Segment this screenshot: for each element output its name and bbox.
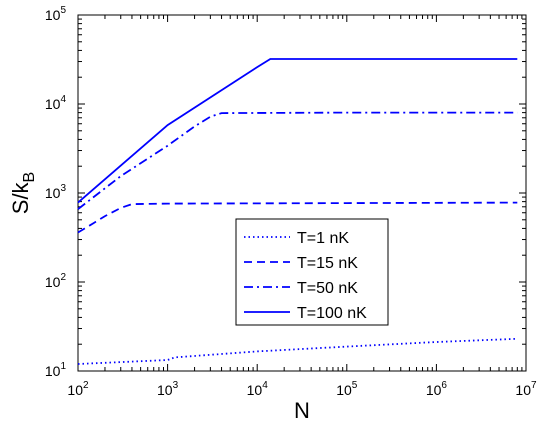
x-tick-label: 103 xyxy=(157,380,179,398)
series-line-t-50-nk xyxy=(77,111,518,210)
y-tick-label: 101 xyxy=(45,361,67,379)
x-tick-label: 105 xyxy=(336,380,358,398)
legend-label-t-100-nk: T=100 nK xyxy=(297,305,367,322)
x-tick-label: 102 xyxy=(67,380,89,398)
legend-label-t-1-nk: T=1 nK xyxy=(297,230,349,247)
x-tick-label: 107 xyxy=(515,380,537,398)
y-tick-label: 104 xyxy=(45,94,67,112)
legend-box xyxy=(235,218,389,326)
legend: T=1 nK T=15 nK T=50 nK T=100 nK xyxy=(235,218,389,326)
y-tick-label: 105 xyxy=(45,5,67,23)
y-axis-label: S/kB xyxy=(8,172,38,214)
series-layer xyxy=(77,58,518,365)
series-line-t-1-nk xyxy=(77,337,518,365)
x-tick-label: 104 xyxy=(247,380,269,398)
legend-items: T=1 nK T=15 nK T=50 nK T=100 nK xyxy=(244,230,367,322)
y-tick-label: 103 xyxy=(45,183,67,201)
series-line-t-15-nk xyxy=(77,201,518,234)
legend-label-t-15-nk: T=15 nK xyxy=(297,255,358,272)
y-tick-label: 102 xyxy=(45,272,67,290)
y-axis-label-subscript: B xyxy=(21,172,38,183)
x-axis-ticks: 102 103 104 105 106 107 xyxy=(67,15,537,398)
legend-label-t-50-nk: T=50 nK xyxy=(297,280,358,297)
x-tick-label: 106 xyxy=(426,380,448,398)
y-axis-label-group: S/kB xyxy=(8,172,38,214)
y-axis-ticks: 101 102 103 104 105 xyxy=(45,5,526,379)
series-line-t-100-nk xyxy=(77,58,518,204)
x-axis-label: N xyxy=(294,398,310,423)
